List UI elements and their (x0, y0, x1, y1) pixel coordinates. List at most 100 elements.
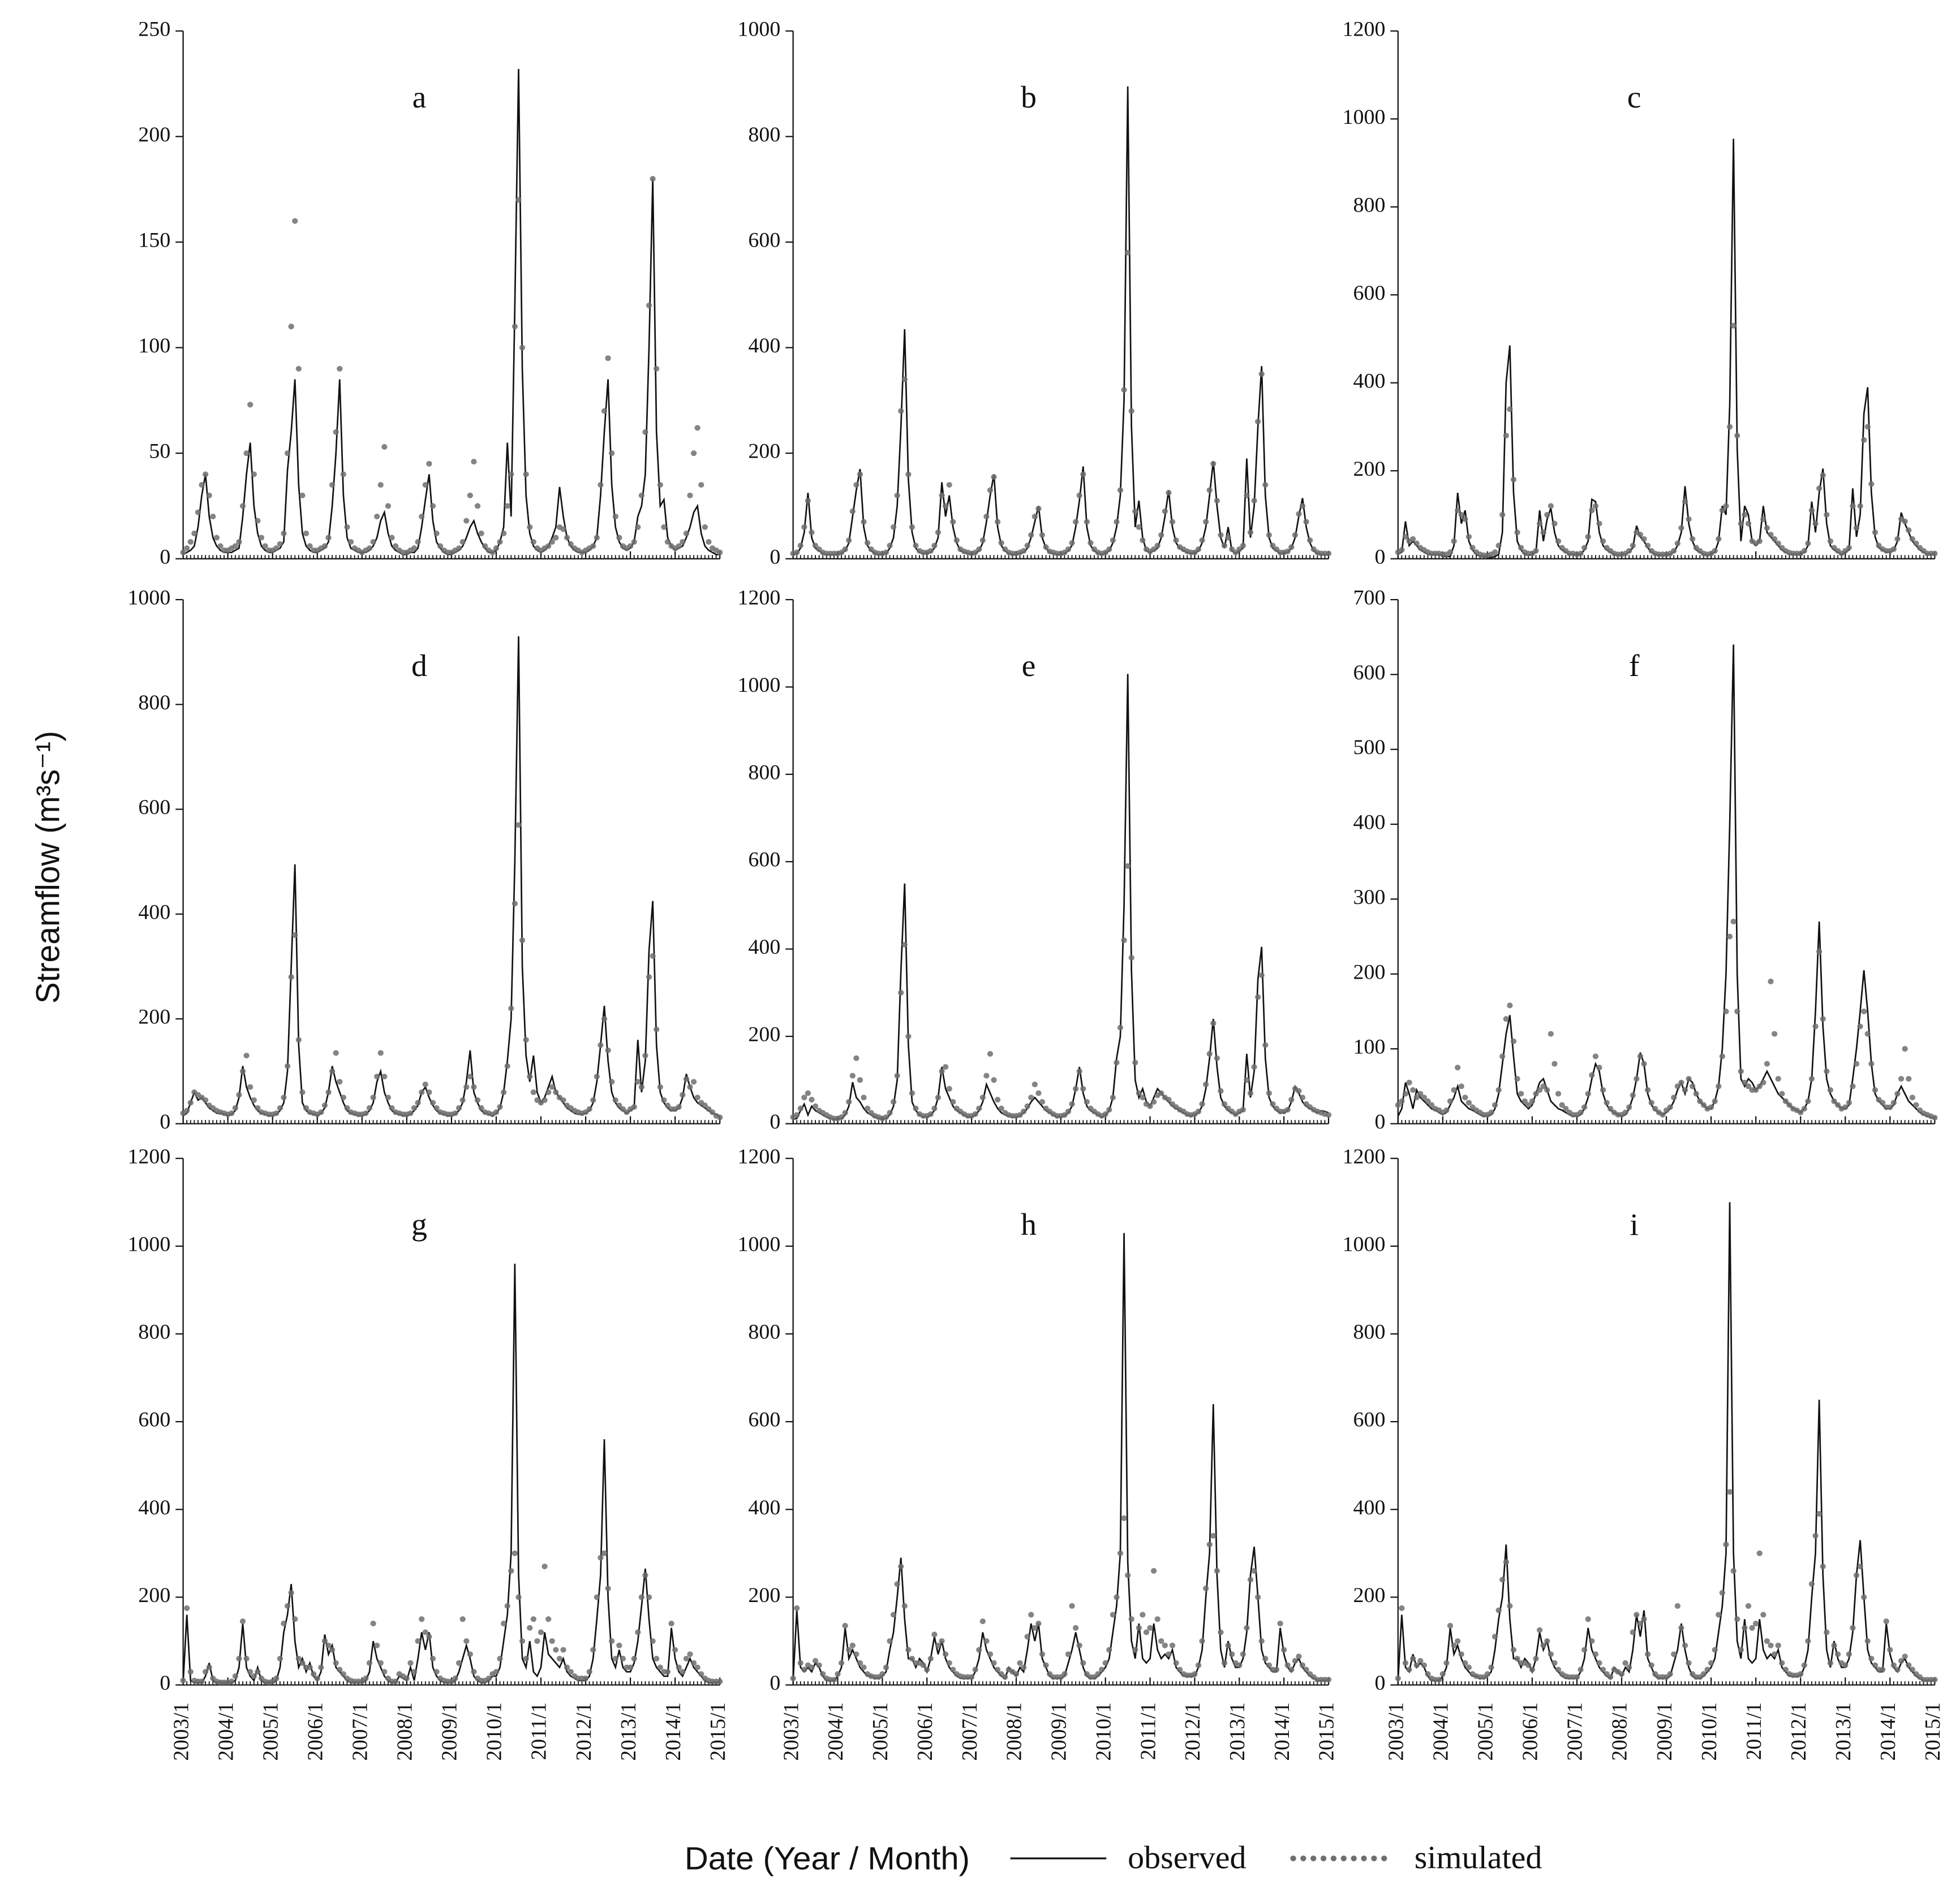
sim-point (605, 1585, 611, 1591)
sim-point (541, 1097, 548, 1103)
sim-point (582, 1675, 589, 1681)
sim-point (797, 543, 803, 549)
sim-point (1827, 1087, 1834, 1093)
sim-point (942, 503, 949, 509)
sim-point (590, 1097, 596, 1103)
sim-point (519, 937, 526, 944)
sim-point (1499, 1053, 1506, 1060)
sim-point (1065, 1651, 1072, 1657)
sim-point (1712, 1098, 1718, 1104)
sim-point (1514, 529, 1520, 536)
sim-point (1425, 1098, 1431, 1104)
sim-point (1262, 482, 1269, 488)
sim-point (1753, 1620, 1759, 1626)
y-tick-label: 100 (1353, 1036, 1386, 1059)
sim-point (1258, 371, 1265, 377)
sim-point (281, 1095, 287, 1101)
sim-point (325, 535, 332, 541)
sim-point (983, 1073, 990, 1079)
sim-point (1507, 1603, 1513, 1609)
sim-point (1574, 1674, 1580, 1680)
y-tick-label: 1000 (1343, 1233, 1386, 1256)
x-tick-label: 2009/1 (438, 1702, 461, 1760)
sim-point (1533, 1091, 1539, 1097)
sim-point (1690, 536, 1696, 542)
sim-point (366, 1660, 373, 1666)
sim-point (631, 1655, 637, 1662)
sim-point (1525, 1102, 1532, 1108)
sim-point (1913, 1102, 1919, 1108)
sim-point (501, 1089, 507, 1095)
sim-point (586, 1669, 592, 1675)
sim-point (419, 514, 425, 520)
sim-point (1592, 1651, 1599, 1657)
sim-point (1775, 1075, 1781, 1082)
sim-point (497, 1655, 503, 1662)
y-tick-label: 600 (1353, 661, 1386, 684)
sim-point (411, 1105, 418, 1111)
sim-point (1255, 1594, 1261, 1600)
sim-point (706, 539, 712, 545)
sim-point (1596, 1065, 1602, 1071)
sim-point (1244, 1625, 1250, 1631)
sim-point (1630, 1629, 1636, 1635)
sim-point (1808, 507, 1815, 514)
sim-point (288, 974, 294, 980)
sim-point (321, 543, 328, 549)
sim-point (437, 543, 444, 549)
sim-point (654, 1026, 660, 1032)
sim-point (1166, 1096, 1172, 1103)
sim-point (1801, 548, 1807, 554)
sim-point (1409, 1087, 1416, 1093)
sim-point (1648, 1662, 1654, 1668)
sim-point (1514, 1075, 1520, 1082)
sim-point (1872, 1662, 1879, 1668)
sim-point (255, 1105, 261, 1111)
sim-point (1775, 540, 1781, 546)
sim-point (1536, 1627, 1543, 1633)
sim-point (1128, 408, 1134, 414)
sim-point (979, 537, 986, 544)
sim-point (1080, 471, 1086, 477)
sim-point (333, 1660, 339, 1666)
sim-point (927, 548, 934, 554)
sim-point (1644, 1651, 1651, 1657)
sim-point (857, 1077, 863, 1083)
sim-point (835, 1671, 841, 1677)
sim-point (935, 1642, 942, 1648)
sim-point (1682, 1087, 1688, 1093)
sim-point (415, 1100, 421, 1106)
sim-point (415, 1638, 421, 1644)
sim-point (1503, 433, 1509, 439)
y-tick-label: 400 (138, 901, 170, 924)
sim-point (950, 1099, 956, 1105)
sim-point (1786, 1102, 1793, 1108)
sim-point (281, 530, 287, 536)
sim-point (627, 543, 634, 549)
y-tick-label: 800 (748, 761, 780, 785)
sim-point (853, 1055, 859, 1061)
sim-point (455, 1660, 462, 1666)
sim-point (1299, 1095, 1306, 1101)
sim-point (1121, 937, 1127, 944)
sim-point (638, 492, 645, 498)
sim-point (213, 535, 220, 541)
sim-point (805, 498, 811, 504)
sim-point (1028, 532, 1034, 538)
y-tick-label: 800 (748, 1321, 780, 1344)
sim-point (717, 1678, 723, 1685)
sim-point (422, 1081, 428, 1087)
sim-point (1462, 1095, 1468, 1101)
sim-point (1421, 1095, 1428, 1101)
sim-point (1247, 1090, 1254, 1096)
sim-point (1909, 1667, 1915, 1673)
sim-point (1102, 1660, 1108, 1666)
sim-point (337, 1667, 343, 1673)
sim-point (1872, 529, 1879, 536)
sim-point (1682, 1642, 1688, 1648)
sim-point (429, 1100, 436, 1106)
sim-point (664, 1669, 671, 1675)
sim-point (229, 1678, 235, 1685)
sim-point (560, 1647, 566, 1653)
sim-point (935, 1095, 942, 1101)
